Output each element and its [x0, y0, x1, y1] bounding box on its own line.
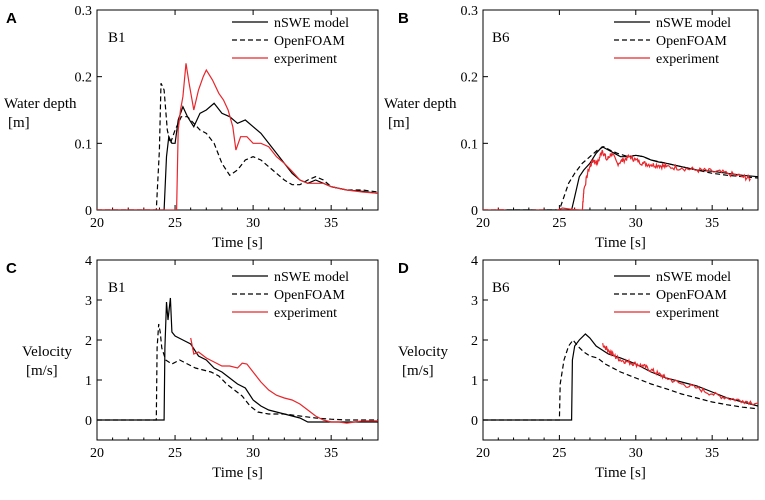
y-axis-label-unit: [m] [8, 115, 30, 131]
legend: nSWE model OpenFOAM experiment [232, 16, 349, 67]
legend-label: OpenFOAM [274, 34, 345, 49]
x-tick-label: 35 [324, 216, 338, 231]
x-tick-label: 25 [552, 446, 566, 461]
y-axis-label-quantity: Water depth [4, 96, 77, 112]
y-tick-label: 3 [471, 294, 478, 309]
series-line-nswe-model [483, 333, 758, 421]
y-tick-label: 0.2 [461, 71, 479, 86]
y-tick-label: 0 [85, 414, 92, 429]
series-line-experiment [97, 63, 378, 210]
y-tick-label: 0.3 [461, 4, 479, 19]
x-tick-label: 35 [705, 216, 719, 231]
legend-label: experiment [656, 52, 719, 67]
legend-label: experiment [274, 52, 337, 67]
y-axis-label: Water depth [m] [4, 96, 77, 131]
y-tick-label: 0 [471, 204, 478, 219]
y-axis-label-quantity: Velocity [398, 344, 448, 360]
x-tick-label: 20 [90, 446, 104, 461]
y-tick-label: 4 [85, 254, 92, 269]
x-tick-label: 20 [90, 216, 104, 231]
series-line-openfoam [97, 323, 378, 421]
panel-d: 20 25 30 35 0 1 2 3 4 D B6 Velocity [m/s] Time [s] nSW… [398, 254, 759, 481]
plot-frame [96, 259, 379, 441]
x-axis-label: Time [s] [595, 235, 646, 251]
series-line-openfoam [483, 339, 758, 421]
y-axis-label-unit: [m/s] [402, 363, 434, 379]
panel-letter: A [6, 10, 17, 27]
y-tick-label: 0 [471, 414, 478, 429]
legend-label: OpenFOAM [656, 288, 727, 303]
panel-a: 20 25 30 35 0 0.1 0.2 0.3 A B1 Water depth [m] Time … [4, 4, 379, 251]
panel-letter: D [398, 260, 409, 277]
legend-label: experiment [274, 306, 337, 321]
gauge-label: B6 [492, 30, 510, 46]
y-tick-label: 0.3 [75, 4, 93, 19]
gauge-label: B1 [108, 280, 126, 296]
legend: nSWE model OpenFOAM experiment [232, 270, 349, 321]
y-tick-label: 4 [471, 254, 478, 269]
series-line-nswe-model [97, 102, 378, 210]
y-axis-label: Velocity [m/s] [22, 344, 72, 379]
x-axis-label: Time [s] [212, 465, 263, 481]
y-tick-label: 0 [85, 204, 92, 219]
x-tick-label: 30 [246, 446, 260, 461]
y-axis-label-unit: [m] [388, 115, 410, 131]
x-tick-label: 20 [476, 216, 490, 231]
y-tick-label: 2 [471, 334, 478, 349]
series-line-nswe-model [97, 297, 378, 423]
y-tick-label: 0.2 [75, 71, 93, 86]
panel-b: 20 25 30 35 0 0.1 0.2 0.3 B B6 Water depth [m] Time … [384, 4, 759, 251]
series-line-experiment [190, 337, 378, 424]
panel-letter: C [6, 260, 17, 277]
x-tick-label: 25 [168, 216, 182, 231]
y-axis-label: Water depth [m] [384, 96, 457, 131]
series-line-experiment [602, 343, 758, 406]
plot-frame [482, 259, 759, 441]
y-tick-label: 1 [85, 374, 92, 389]
series-line-openfoam [97, 83, 378, 210]
x-tick-label: 20 [476, 446, 490, 461]
panel-c: 20 25 30 35 0 1 2 3 4 C B1 Velocity [m/s] Time [s] nSW… [6, 254, 379, 481]
legend: nSWE model OpenFOAM experiment [614, 16, 731, 67]
series-line-openfoam [483, 146, 758, 210]
y-tick-label: 2 [85, 334, 92, 349]
x-tick-label: 35 [324, 446, 338, 461]
legend-label: nSWE model [656, 16, 731, 31]
y-axis-label: Velocity [m/s] [398, 344, 448, 379]
x-tick-label: 25 [552, 216, 566, 231]
y-tick-label: 0.1 [75, 137, 93, 152]
x-axis-label: Time [s] [595, 465, 646, 481]
x-tick-label: 30 [629, 446, 643, 461]
x-tick-label: 25 [168, 446, 182, 461]
y-tick-label: 3 [85, 294, 92, 309]
y-axis-label-quantity: Velocity [22, 344, 72, 360]
legend-label: OpenFOAM [656, 34, 727, 49]
x-axis-label: Time [s] [212, 235, 263, 251]
y-axis-label-unit: [m/s] [26, 363, 58, 379]
y-tick-label: 0.1 [461, 137, 479, 152]
legend-label: nSWE model [274, 16, 349, 31]
y-tick-label: 1 [471, 374, 478, 389]
gauge-label: B1 [108, 30, 126, 46]
x-tick-label: 30 [629, 216, 643, 231]
legend-label: nSWE model [274, 270, 349, 285]
series-line-experiment [483, 149, 751, 210]
x-tick-label: 35 [705, 446, 719, 461]
y-axis-label-quantity: Water depth [384, 96, 457, 112]
legend-label: OpenFOAM [274, 288, 345, 303]
legend-label: nSWE model [656, 270, 731, 285]
gauge-label: B6 [492, 280, 510, 296]
series-line-nswe-model [483, 145, 758, 210]
x-tick-label: 30 [246, 216, 260, 231]
legend: nSWE model OpenFOAM experiment [614, 270, 731, 321]
panel-letter: B [398, 10, 409, 27]
legend-label: experiment [656, 306, 719, 321]
